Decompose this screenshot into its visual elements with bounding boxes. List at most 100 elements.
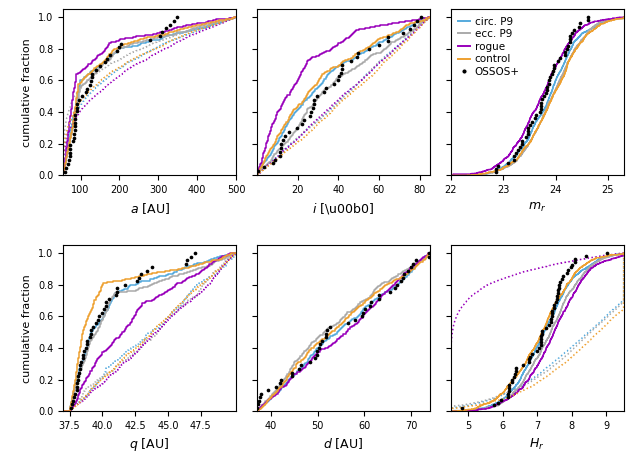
Point [564, 36, 575, 43]
Point [115, 40, 125, 47]
Point [337, 61, 347, 68]
Point [135, 270, 146, 278]
Point [161, 25, 171, 32]
X-axis label: $m_r$: $m_r$ [528, 201, 546, 214]
Point [105, 295, 115, 303]
Point [70, 115, 80, 122]
Point [75, 362, 85, 369]
Point [312, 348, 323, 355]
Point [86, 78, 96, 85]
Point [517, 137, 527, 144]
Point [374, 41, 384, 49]
Point [549, 61, 559, 68]
Point [424, 253, 434, 260]
Point [65, 141, 75, 149]
Point [374, 292, 384, 299]
Point [112, 47, 122, 55]
Point [547, 313, 557, 320]
Point [570, 258, 580, 265]
Point [575, 20, 585, 27]
Point [537, 330, 547, 337]
Point [336, 65, 346, 72]
Point [532, 347, 542, 354]
Point [524, 356, 534, 363]
Point [268, 160, 278, 167]
Point [536, 333, 546, 340]
Point [505, 384, 515, 392]
Point [72, 386, 82, 394]
Point [134, 274, 144, 281]
Point [156, 32, 166, 40]
Point [86, 327, 96, 334]
Point [69, 394, 79, 401]
Point [509, 152, 519, 160]
Point [69, 127, 79, 134]
Point [567, 29, 577, 36]
Point [416, 13, 426, 21]
Point [306, 109, 316, 116]
Point [60, 168, 71, 175]
Point [409, 21, 419, 29]
Point [280, 132, 290, 140]
Point [508, 373, 518, 380]
Point [496, 396, 507, 403]
Point [86, 330, 96, 338]
Point [583, 13, 593, 21]
Point [68, 397, 78, 404]
Point [509, 156, 519, 163]
Point [315, 340, 325, 348]
Point [541, 324, 551, 331]
Point [346, 57, 356, 64]
Point [70, 123, 80, 130]
Point [511, 367, 521, 375]
Point [94, 313, 105, 320]
Point [171, 13, 181, 21]
Point [252, 404, 262, 411]
Point [425, 249, 435, 257]
Point [321, 85, 331, 92]
Point [398, 29, 408, 36]
Point [365, 302, 375, 310]
Point [374, 295, 384, 303]
Point [100, 302, 110, 310]
Point [555, 55, 565, 62]
Point [287, 372, 297, 380]
Point [333, 77, 343, 84]
Point [537, 96, 547, 103]
Point [406, 263, 416, 271]
X-axis label: $a$ [AU]: $a$ [AU] [130, 201, 169, 216]
X-axis label: $q$ [AU]: $q$ [AU] [129, 437, 169, 454]
Point [77, 92, 88, 100]
Point [581, 252, 592, 260]
Point [525, 121, 536, 128]
Point [553, 287, 563, 294]
Point [325, 323, 335, 330]
Point [515, 143, 525, 151]
Point [101, 55, 112, 62]
Point [72, 108, 82, 115]
Point [551, 295, 561, 303]
Point [307, 104, 318, 112]
Point [413, 18, 423, 25]
Point [563, 42, 573, 49]
Point [510, 150, 520, 157]
Point [551, 298, 561, 305]
Point [270, 156, 280, 163]
Point [253, 401, 263, 408]
Point [353, 49, 364, 56]
Point [396, 277, 406, 285]
Point [552, 292, 562, 300]
Point [64, 157, 74, 164]
X-axis label: $H_r$: $H_r$ [529, 437, 545, 451]
Point [517, 140, 527, 147]
Point [142, 267, 152, 274]
Point [101, 298, 111, 306]
Point [357, 313, 367, 320]
Point [404, 25, 415, 33]
Point [112, 288, 122, 295]
Point [186, 253, 196, 260]
Point [507, 376, 517, 383]
Point [181, 260, 192, 267]
Point [536, 109, 546, 116]
Point [536, 335, 546, 343]
